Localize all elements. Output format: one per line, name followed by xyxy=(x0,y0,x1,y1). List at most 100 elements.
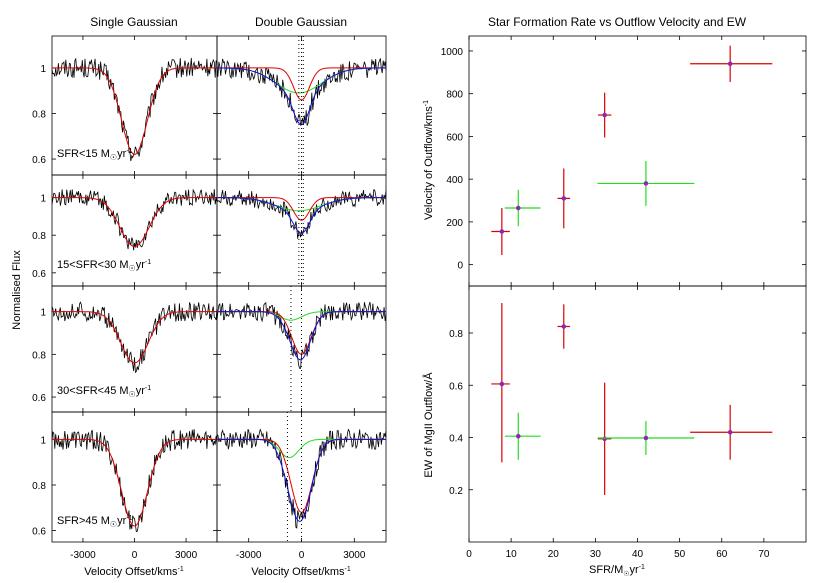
panel-label: 30<SFR<45 M☉yr-1 xyxy=(57,385,151,399)
x-tick-label: 10 xyxy=(506,549,518,560)
single-gaussian-fit-line xyxy=(52,67,217,156)
spectra-grid: 0.6 0.8 1 SFR<15 M☉yr-1 0.6 0.8 1 15<SFR<30 M☉y… xyxy=(32,35,387,561)
y-tick-label: 1 xyxy=(40,435,46,446)
x-tick-label: -3000 xyxy=(70,550,96,561)
scatter-plots: 0 200 400 600 800 1000 0.2 0.4 0.6 0.8 0 10 20 30 40 50… xyxy=(441,35,807,560)
x-tick-label: 0 xyxy=(132,550,138,561)
systemic-component-line xyxy=(217,438,386,513)
red-data-point xyxy=(597,382,612,495)
y-tick-label: 0.6 xyxy=(449,381,463,392)
spectrum-panel xyxy=(216,174,387,287)
panel-label: SFR<15 M☉yr-1 xyxy=(57,148,133,162)
x-tick-label: 3000 xyxy=(175,550,198,561)
panel-frame xyxy=(468,35,807,287)
y-tick-label: 0.8 xyxy=(32,481,46,492)
red-data-point xyxy=(597,92,612,138)
left-ylabel: Normalised Flux xyxy=(11,250,23,330)
y-tick-label: 600 xyxy=(446,132,463,143)
observed-spectrum-line xyxy=(51,301,218,374)
green-data-point xyxy=(504,412,541,460)
y-tick-label: 0.2 xyxy=(449,486,463,497)
y-tick-label: 1 xyxy=(40,194,46,205)
x-tick-label: 30 xyxy=(590,549,602,560)
single-xlabel: Velocity Offset/kms-1 xyxy=(84,566,184,578)
sfr-xlabel: SFR/M☉yr-1 xyxy=(589,564,645,578)
point-marker xyxy=(515,205,521,211)
single-gaussian-fit-line xyxy=(52,197,217,248)
x-tick-label: 0 xyxy=(299,550,305,561)
point-marker xyxy=(602,112,607,118)
panel-label: 15<SFR<30 M☉yr-1 xyxy=(57,259,151,273)
red-data-point xyxy=(491,302,510,463)
velocity-ylabel: Velocity of Outflow/kms-1 xyxy=(423,100,435,220)
spectrum-panel: 0.6 0.8 1 SFR<15 M☉yr-1 xyxy=(32,35,218,176)
scatter-title: Star Formation Rate vs Outflow Velocity … xyxy=(488,15,747,29)
y-tick-label: 200 xyxy=(446,218,463,229)
spectrum-panel xyxy=(216,35,387,176)
single-gaussian-fit-line xyxy=(52,311,217,364)
observed-spectrum-line xyxy=(216,428,387,529)
panel-frame xyxy=(216,285,387,413)
observed-spectrum-line xyxy=(216,58,387,126)
x-tick-label: 20 xyxy=(548,549,560,560)
x-tick-label: 50 xyxy=(674,549,686,560)
red-data-point xyxy=(557,304,571,349)
point-marker xyxy=(727,429,733,435)
y-tick-label: 0.6 xyxy=(32,155,46,166)
observed-spectrum-line xyxy=(51,429,218,533)
single-gaussian-title: Single Gaussian xyxy=(90,15,177,29)
panel-frame xyxy=(468,285,807,543)
spectrum-panel: 0.6 0.8 1 15<SFR<30 M☉yr-1 xyxy=(32,174,218,287)
red-data-point xyxy=(690,404,773,460)
panel-label: SFR>45 M☉yr-1 xyxy=(57,515,133,529)
spectrum-panel: 0.6 0.8 1 30<SFR<45 M☉yr-1 xyxy=(32,285,218,413)
spectrum-panel xyxy=(216,285,387,413)
red-data-point xyxy=(491,208,510,256)
y-tick-label: 0.8 xyxy=(32,350,46,361)
single-gaussian-fit-line xyxy=(52,438,217,527)
total-fit-line xyxy=(217,197,386,234)
x-tick-label: 0 xyxy=(466,549,472,560)
x-tick-label: 3000 xyxy=(343,550,366,561)
observed-spectrum-line xyxy=(51,57,218,162)
green-data-point xyxy=(504,189,541,227)
red-data-point xyxy=(557,168,571,229)
y-tick-label: 0.6 xyxy=(32,527,46,538)
red-data-point xyxy=(690,45,773,82)
y-tick-label: 0.8 xyxy=(32,109,46,120)
point-marker xyxy=(643,181,649,186)
observed-spectrum-line xyxy=(51,188,218,251)
y-tick-label: 0.8 xyxy=(32,231,46,242)
y-tick-label: 1000 xyxy=(441,47,464,58)
y-tick-label: 0 xyxy=(457,261,463,272)
double-gaussian-title: Double Gaussian xyxy=(255,15,347,29)
point-marker xyxy=(499,229,505,234)
y-tick-label: 800 xyxy=(446,90,463,101)
y-tick-label: 0.8 xyxy=(449,329,463,340)
spectrum-panel: -3000 0 3000 xyxy=(216,411,387,561)
total-fit-line xyxy=(217,311,386,361)
point-marker xyxy=(499,381,505,387)
systemic-component-line xyxy=(217,67,386,101)
y-tick-label: 400 xyxy=(446,175,463,186)
point-marker xyxy=(561,324,567,329)
green-data-point xyxy=(597,161,695,206)
point-marker xyxy=(515,433,521,439)
ew-ylabel: EW of MgII Outflow/Å xyxy=(422,372,435,478)
x-tick-label: 70 xyxy=(758,549,770,560)
y-tick-label: 1 xyxy=(40,308,46,319)
y-tick-label: 0.4 xyxy=(449,434,463,445)
x-tick-label: 60 xyxy=(716,549,728,560)
y-tick-label: 0.6 xyxy=(32,269,46,280)
point-marker xyxy=(643,435,649,441)
ew-panel: 0.2 0.4 0.6 0.8 0 10 20 30 40 50 60 70 xyxy=(449,285,807,560)
y-tick-label: 0.6 xyxy=(32,393,46,404)
double-xlabel: Velocity Offset/kms-1 xyxy=(251,566,351,578)
x-tick-label: -3000 xyxy=(236,550,262,561)
x-tick-label: 40 xyxy=(632,549,644,560)
spectrum-panel: 0.6 0.8 1 -3000 0 3000 SFR>45 M☉yr-1 xyxy=(32,411,218,561)
green-data-point xyxy=(597,421,695,456)
point-marker xyxy=(727,61,733,67)
y-tick-label: 1 xyxy=(40,64,46,75)
